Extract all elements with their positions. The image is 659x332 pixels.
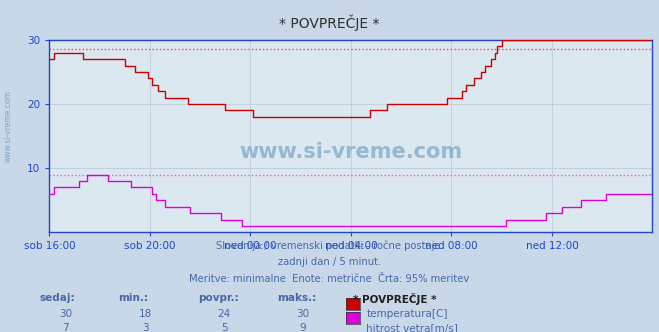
Text: 24: 24 — [217, 309, 231, 319]
Text: * POVPREČJE *: * POVPREČJE * — [279, 15, 380, 32]
Text: 5: 5 — [221, 323, 227, 332]
Text: sedaj:: sedaj: — [40, 293, 75, 303]
Text: min.:: min.: — [119, 293, 149, 303]
Text: 9: 9 — [300, 323, 306, 332]
Text: povpr.:: povpr.: — [198, 293, 239, 303]
Text: zadnji dan / 5 minut.: zadnji dan / 5 minut. — [278, 257, 381, 267]
Text: Meritve: minimalne  Enote: metrične  Črta: 95% meritev: Meritve: minimalne Enote: metrične Črta:… — [189, 274, 470, 284]
Text: 7: 7 — [63, 323, 69, 332]
Text: temperatura[C]: temperatura[C] — [366, 309, 448, 319]
Text: www.si-vreme.com: www.si-vreme.com — [239, 141, 463, 162]
Text: hitrost vetra[m/s]: hitrost vetra[m/s] — [366, 323, 458, 332]
Text: * POVPREČJE *: * POVPREČJE * — [353, 293, 436, 305]
Text: 30: 30 — [59, 309, 72, 319]
Text: 18: 18 — [138, 309, 152, 319]
Text: maks.:: maks.: — [277, 293, 316, 303]
Text: 30: 30 — [297, 309, 310, 319]
Text: Slovenija / vremenski podatki - ročne postaje.: Slovenija / vremenski podatki - ročne po… — [215, 241, 444, 251]
Text: www.si-vreme.com: www.si-vreme.com — [3, 90, 13, 162]
Text: 3: 3 — [142, 323, 148, 332]
